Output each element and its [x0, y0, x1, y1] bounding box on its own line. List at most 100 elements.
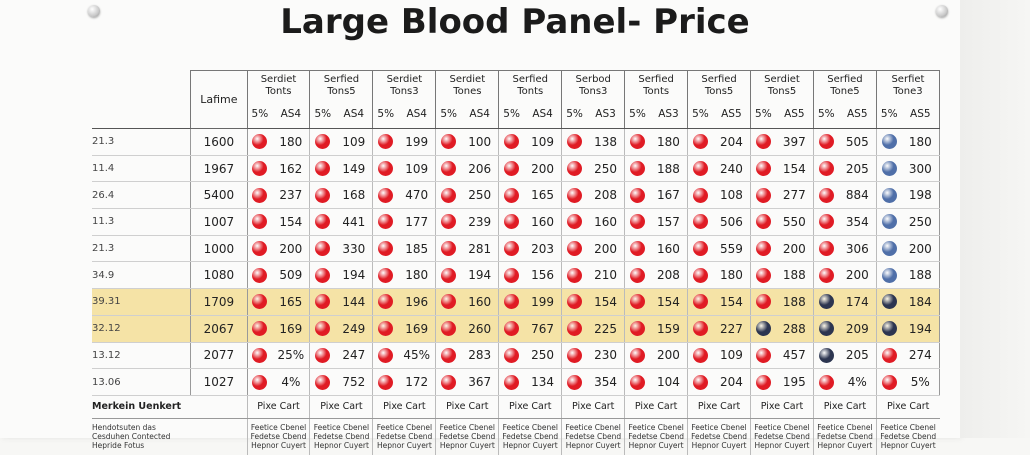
status-dot-cell — [561, 208, 587, 236]
footer-note-line: Feetice Cbenel — [439, 423, 495, 433]
status-dot-cell — [498, 261, 524, 290]
price-value: 160 — [586, 208, 625, 236]
column-group-line2: Tone3 — [893, 85, 923, 97]
status-dot-cell — [687, 288, 713, 316]
price-value: 165 — [272, 288, 310, 316]
status-dot-icon — [881, 267, 897, 283]
status-dot-icon — [252, 161, 268, 177]
status-dot-icon — [441, 321, 457, 337]
price-value: 188 — [775, 288, 814, 316]
status-dot-cell — [624, 181, 650, 210]
status-dot-cell — [750, 315, 776, 343]
footer-cell: Pixe Cart — [246, 395, 310, 419]
status-dot-icon — [441, 294, 457, 310]
status-dot-cell — [309, 342, 336, 370]
price-value: 149 — [335, 155, 373, 183]
status-dot-icon — [252, 347, 268, 363]
status-dot-cell — [435, 342, 462, 370]
price-value: 205 — [838, 155, 877, 183]
footer-cell: Pixe Cart — [498, 395, 562, 419]
price-value: 160 — [649, 235, 688, 263]
price-value: 559 — [712, 235, 751, 263]
status-dot-cell — [498, 368, 524, 396]
status-dot-icon — [818, 241, 834, 257]
status-dot-cell — [687, 315, 713, 343]
footer-cell: Pixe Cart — [687, 395, 751, 419]
status-dot-cell — [875, 155, 902, 183]
row-label: 11.4 — [92, 155, 191, 183]
subheader-percent: 5% — [624, 100, 650, 129]
status-dot-icon — [378, 347, 394, 363]
price-value: 188 — [775, 261, 814, 290]
price-value: 230 — [586, 342, 625, 370]
status-dot-cell — [498, 155, 524, 183]
status-dot-cell — [435, 368, 462, 396]
price-value: 104 — [649, 368, 688, 396]
column-group-line2: Tons3 — [578, 85, 608, 97]
status-dot-cell — [309, 315, 336, 343]
column-group-line1: Serbod — [575, 73, 611, 85]
status-dot-icon — [567, 321, 583, 337]
column-group-line2: Tons5 — [767, 85, 797, 97]
price-value: 203 — [523, 235, 562, 263]
footer-note-line: Hepnor Cuyert — [880, 441, 936, 451]
status-dot-icon — [441, 347, 457, 363]
row-base-value: 2077 — [190, 342, 248, 370]
column-group-line2: Tonts — [517, 85, 544, 97]
footer-note-line: Fedetse Cbend — [754, 432, 810, 442]
footer-note-line: Feetice Cbenel — [754, 423, 810, 433]
status-dot-cell — [309, 208, 336, 236]
footer-note-cell: Feetice Cbenel Fedetse Cbend Hepnor Cuyert — [561, 418, 625, 455]
status-dot-icon — [252, 214, 268, 230]
status-dot-cell — [875, 261, 902, 290]
footer-note-line: Fedetse Cbend — [817, 432, 873, 442]
status-dot-icon — [755, 187, 771, 203]
status-dot-icon — [567, 214, 583, 230]
status-dot-icon — [755, 321, 771, 337]
status-dot-cell — [687, 181, 713, 210]
footer-cell: Pixe Cart — [435, 395, 499, 419]
status-dot-icon — [629, 241, 645, 257]
footer-note-line: Feetice Cbenel — [376, 423, 433, 433]
status-dot-cell — [246, 235, 273, 263]
status-dot-cell — [750, 155, 776, 183]
pin-icon — [88, 5, 100, 17]
status-dot-cell — [246, 288, 273, 316]
status-dot-cell — [624, 128, 650, 156]
status-dot-icon — [629, 214, 645, 230]
table-row: 34.9 1080 509 194 180 194 156 210 208 180 188 200 18… — [92, 261, 940, 290]
status-dot-cell — [750, 181, 776, 210]
status-dot-icon — [567, 347, 583, 363]
status-dot-cell — [561, 342, 587, 370]
status-dot-icon — [504, 294, 520, 310]
row-label: 21.3 — [92, 128, 191, 156]
status-dot-cell — [309, 155, 336, 183]
status-dot-cell — [687, 155, 713, 183]
price-value: 260 — [461, 315, 499, 343]
price-value: 250 — [461, 181, 499, 210]
footer-note-cell: Feetice Cbenel Fedetse Cbend Hepnor Cuyert — [750, 418, 814, 455]
subheader-code: AS4 — [461, 100, 499, 129]
column-group-line2: Tonts — [265, 85, 292, 97]
status-dot-cell — [309, 235, 336, 263]
price-value: 200 — [523, 155, 562, 183]
status-dot-icon — [692, 294, 708, 310]
status-dot-cell — [812, 288, 839, 316]
subheader-percent: 5% — [435, 100, 462, 129]
footer-note-line: Feetice Cbenel — [628, 423, 684, 433]
price-value: 200 — [272, 235, 310, 263]
status-dot-icon — [315, 267, 331, 283]
price-value: 109 — [523, 128, 562, 156]
status-dot-cell — [812, 128, 839, 156]
price-value: 184 — [901, 288, 940, 316]
price-value: 172 — [398, 368, 436, 396]
price-value: 108 — [712, 181, 751, 210]
price-value: 354 — [838, 208, 877, 236]
status-dot-cell — [812, 261, 839, 290]
status-dot-icon — [755, 347, 771, 363]
footer-note-line: Hepnor Cuyert — [251, 441, 306, 451]
price-value: 154 — [586, 288, 625, 316]
price-value: 277 — [775, 181, 814, 210]
footer-note-line: Hepride Fotus — [92, 441, 145, 451]
row-base-value: 5400 — [190, 181, 248, 210]
